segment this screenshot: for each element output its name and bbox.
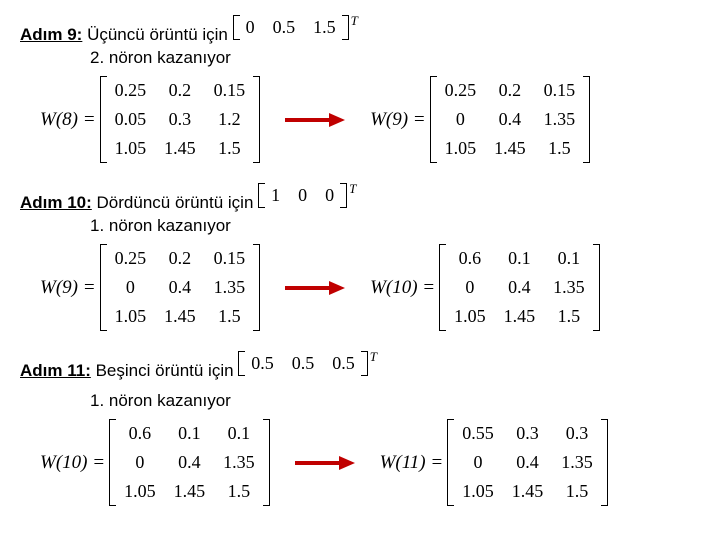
arrow-icon [295, 454, 355, 472]
matrix-right: 0.60.10.1 00.41.35 1.051.451.5 [439, 244, 600, 331]
step-label: Adım 9: [20, 25, 82, 44]
step-label: Adım 10: [20, 193, 92, 212]
arrow-icon [285, 279, 345, 297]
input-vector: 1 0 0 T [258, 183, 356, 208]
transpose-superscript: T [349, 181, 356, 197]
step-label: Adım 11: [20, 361, 91, 380]
transpose-superscript: T [370, 349, 377, 365]
matrix-left: 0.250.20.15 0.050.31.2 1.051.451.5 [100, 76, 261, 163]
step-subtext: 2. nöron kazanıyor [90, 48, 700, 68]
step-text: Üçüncü örüntü için [87, 25, 228, 44]
step-header: Adım 10: Dördüncü örüntü için 1 0 0 T [20, 183, 700, 213]
step-subtext: 1. nöron kazanıyor [90, 391, 700, 411]
equation-label-left: W(8) = [40, 109, 96, 131]
matrix-equation-row: W(10) = 0.60.10.1 00.41.35 1.051.451.5 W… [40, 419, 700, 506]
matrix-left: 0.250.20.15 00.41.35 1.051.451.5 [100, 244, 261, 331]
transpose-superscript: T [351, 13, 358, 29]
step-header: Adım 9: Üçüncü örüntü için 0 0.5 1.5 T [20, 15, 700, 45]
matrix-equation-row: W(8) = 0.250.20.15 0.050.31.2 1.051.451.… [40, 76, 700, 163]
input-vector: 0.5 0.5 0.5 T [238, 351, 377, 376]
matrix-right: 0.250.20.15 00.41.35 1.051.451.5 [430, 76, 591, 163]
matrix-equation-row: W(9) = 0.250.20.15 00.41.35 1.051.451.5 … [40, 244, 700, 331]
input-vector: 0 0.5 1.5 T [233, 15, 358, 40]
arrow-icon [285, 111, 345, 129]
step-header: Adım 11: Beşinci örüntü için 0.5 0.5 0.5… [20, 351, 700, 381]
step-subtext: 1. nöron kazanıyor [90, 216, 700, 236]
matrix-right: 0.550.30.3 00.41.35 1.051.451.5 [447, 419, 608, 506]
equation-label-left: W(9) = [40, 277, 96, 299]
matrix-left: 0.60.10.1 00.41.35 1.051.451.5 [109, 419, 270, 506]
equation-label-left: W(10) = [40, 452, 105, 474]
step-text: Beşinci örüntü için [96, 361, 234, 380]
equation-label-right: W(9) = [370, 109, 426, 131]
equation-label-right: W(11) = [380, 452, 444, 474]
equation-label-right: W(10) = [370, 277, 435, 299]
step-text: Dördüncü örüntü için [97, 193, 254, 212]
